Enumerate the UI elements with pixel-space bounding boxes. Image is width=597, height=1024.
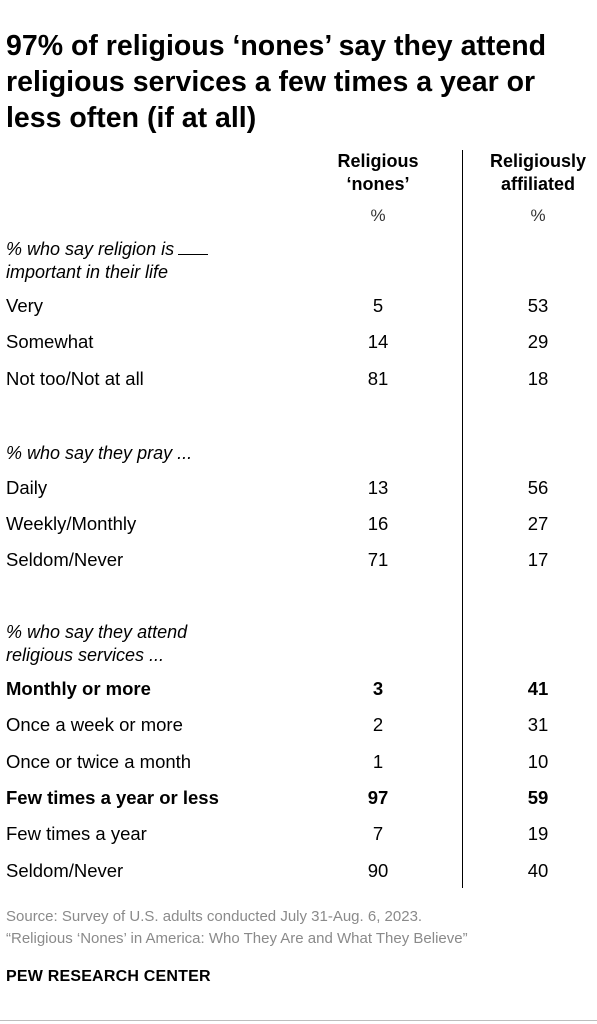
- value-affiliated: 27: [527, 513, 549, 534]
- table-row: Few times a year or less 97 59: [0, 785, 597, 811]
- row-label: Once a week or more: [6, 714, 183, 735]
- value-nones: 81: [367, 368, 389, 389]
- section-label-importance-line2: important in their life: [6, 262, 169, 282]
- blank-underline: [178, 240, 209, 255]
- section-label-prayer: % who say they pray ...: [6, 442, 192, 465]
- value-affiliated: 31: [527, 714, 549, 735]
- column-header-affiliated-line1: Religiously: [489, 151, 587, 171]
- table-row: Once or twice a month 1 10: [0, 749, 597, 775]
- row-label: Once or twice a month: [6, 751, 192, 772]
- row-label: Somewhat: [6, 331, 94, 352]
- unit-label-nones: %: [370, 206, 386, 225]
- value-affiliated: 18: [527, 368, 549, 389]
- value-nones: 14: [367, 331, 389, 352]
- column-header-affiliated: Religiously affiliated: [463, 150, 597, 196]
- bottom-rule: [0, 1020, 597, 1021]
- value-affiliated: 19: [527, 823, 549, 844]
- column-header-nones-line2: ‘nones’: [346, 174, 410, 194]
- source-line-2: “Religious ‘Nones’ in America: Who They …: [6, 930, 468, 947]
- row-label: Not too/Not at all: [6, 368, 144, 389]
- section-label-importance-line1: % who say religion is: [6, 239, 175, 259]
- row-label: Seldom/Never: [6, 549, 124, 570]
- column-divider: [462, 150, 463, 888]
- value-nones: 13: [367, 477, 389, 498]
- value-affiliated: 29: [527, 331, 549, 352]
- value-nones: 97: [367, 787, 389, 808]
- chart-title: 97% of religious ‘nones’ say they attend…: [6, 30, 547, 134]
- value-nones: 2: [372, 714, 384, 735]
- value-affiliated: 10: [527, 751, 549, 772]
- table-row: Weekly/Monthly 16 27: [0, 511, 597, 537]
- value-nones: 16: [367, 513, 389, 534]
- table-row: Seldom/Never 90 40: [0, 858, 597, 884]
- column-header-nones: Religious ‘nones’: [303, 150, 453, 196]
- value-affiliated: 59: [527, 787, 549, 808]
- row-label: Daily: [6, 477, 48, 498]
- value-nones: 5: [372, 295, 384, 316]
- column-header-nones-line1: Religious: [337, 151, 419, 171]
- table-row: Very 5 53: [0, 293, 597, 319]
- value-nones: 71: [367, 549, 389, 570]
- source-note: Source: Survey of U.S. adults conducted …: [6, 906, 468, 950]
- source-line-1: Source: Survey of U.S. adults conducted …: [6, 908, 423, 925]
- table-row: Seldom/Never 71 17: [0, 547, 597, 573]
- value-affiliated: 56: [527, 477, 549, 498]
- table-row: Daily 13 56: [0, 475, 597, 501]
- column-header-affiliated-line2: affiliated: [500, 174, 575, 194]
- unit-label-affiliated: %: [530, 206, 546, 225]
- section-label-prayer-line1: % who say they pray ...: [6, 443, 193, 463]
- value-affiliated: 53: [527, 295, 549, 316]
- value-affiliated: 41: [527, 678, 549, 699]
- table-row: Not too/Not at all 81 18: [0, 366, 597, 392]
- table-row: Monthly or more 3 41: [0, 676, 597, 702]
- section-label-attendance-line1: % who say they attend: [6, 622, 188, 642]
- value-nones: 90: [367, 860, 389, 881]
- row-label: Few times a year or less: [6, 787, 219, 808]
- row-label: Few times a year: [6, 823, 147, 844]
- value-nones: 3: [372, 678, 384, 699]
- row-label: Seldom/Never: [6, 860, 124, 881]
- section-label-attendance: % who say they attend religious services…: [6, 621, 187, 667]
- row-label: Very: [6, 295, 44, 316]
- row-label: Weekly/Monthly: [6, 513, 137, 534]
- table-row: Few times a year 7 19: [0, 821, 597, 847]
- value-affiliated: 40: [527, 860, 549, 881]
- table-row: Somewhat 14 29: [0, 329, 597, 355]
- value-nones: 1: [372, 751, 384, 772]
- table-row: Once a week or more 2 31: [0, 712, 597, 738]
- value-affiliated: 17: [527, 549, 549, 570]
- row-label: Monthly or more: [6, 678, 151, 699]
- section-label-attendance-line2: religious services ...: [6, 645, 165, 665]
- brand-logo-text: PEW RESEARCH CENTER: [6, 968, 211, 985]
- value-nones: 7: [372, 823, 384, 844]
- section-label-importance: % who say religion is important in their…: [6, 238, 209, 284]
